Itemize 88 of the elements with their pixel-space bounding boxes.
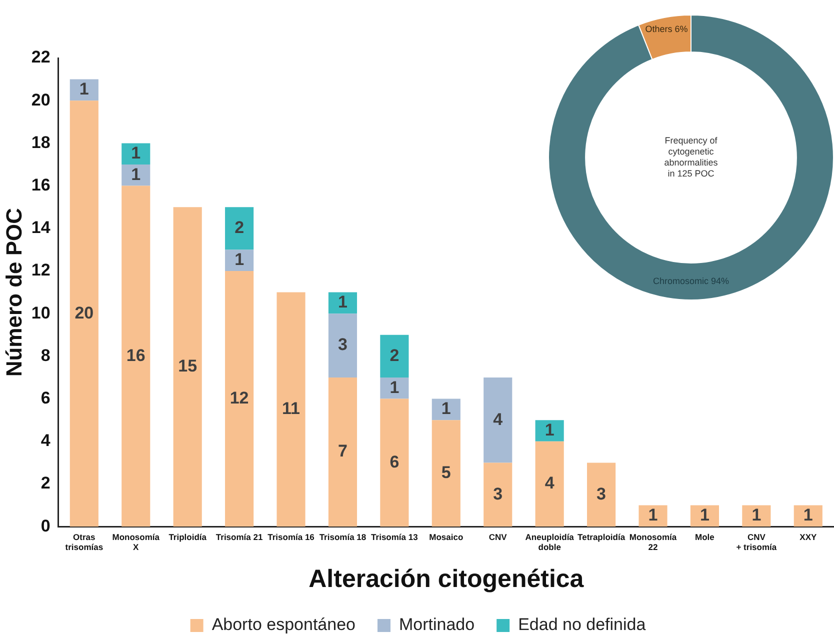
- x-tick-label: CNV: [488, 532, 508, 542]
- data-label: 1: [131, 144, 141, 163]
- data-label: 3: [596, 484, 606, 504]
- y-tick-label: 20: [31, 90, 50, 110]
- bar: [380, 398, 409, 527]
- y-tick-label: 0: [40, 516, 50, 536]
- legend-label: Edad no definida: [518, 615, 646, 634]
- x-axis-title: Alteración citogenética: [308, 564, 585, 593]
- data-label: 1: [544, 420, 554, 440]
- x-tick-label: Monosomía 22: [629, 532, 677, 552]
- x-tick-label: Otras trisomías: [65, 532, 104, 552]
- bar: [225, 207, 254, 250]
- y-axis-title: Número de POC: [1, 208, 26, 377]
- data-label: 1: [390, 378, 400, 397]
- data-label: 5: [441, 463, 451, 482]
- y-tick-label: 4: [40, 431, 51, 450]
- bar: [484, 378, 512, 463]
- bar: [328, 314, 358, 378]
- bar: [328, 378, 358, 527]
- x-tick-label: Triploidía: [168, 532, 207, 542]
- y-tick-label: 10: [31, 303, 50, 322]
- bar: [70, 79, 98, 101]
- bar: [432, 420, 460, 527]
- x-tick-label: Trisomía 21: [216, 532, 263, 542]
- y-tick-label: 12: [31, 260, 50, 280]
- data-label: 2: [234, 218, 244, 238]
- data-label: 4: [493, 410, 504, 429]
- data-label: 1: [234, 250, 244, 270]
- x-tick-label: CNV + trisomía: [736, 532, 777, 552]
- text: Frequency of cytogenetic abnormalities in 125 POC: [664, 135, 718, 178]
- x-tick-label: Trisomía 16: [268, 532, 315, 542]
- x-tick-label: Monosomía X: [112, 532, 160, 552]
- data-label: 1: [441, 399, 451, 418]
- data-label: 6: [390, 452, 400, 472]
- bar: [690, 505, 720, 527]
- data-label: 3: [338, 335, 348, 354]
- bar: [380, 334, 409, 378]
- x-tick-label: Tetraploidía: [578, 532, 626, 542]
- bar: [122, 164, 150, 186]
- bar: [70, 100, 98, 527]
- bar: [638, 505, 668, 527]
- bar: [276, 292, 306, 527]
- bar: [225, 271, 254, 527]
- data-label: 12: [230, 388, 249, 408]
- bar: [122, 143, 150, 164]
- data-label: 11: [282, 399, 300, 418]
- bar: [328, 292, 358, 314]
- data-label: 1: [131, 164, 141, 184]
- data-label: 2: [390, 346, 400, 365]
- bar: [173, 207, 202, 527]
- data-label: 1: [700, 506, 710, 525]
- data-label: 1: [648, 506, 658, 525]
- y-tick-label: 22: [31, 48, 50, 67]
- y-tick-label: 14: [31, 218, 51, 238]
- slice-label: Others 6%: [645, 24, 688, 34]
- data-label: 7: [338, 442, 348, 461]
- y-tick-label: 16: [31, 175, 50, 194]
- data-label: 1: [338, 292, 348, 312]
- bar: [380, 378, 409, 399]
- x-tick-label: Mosaico: [429, 532, 464, 542]
- data-label: 1: [803, 506, 813, 525]
- y-tick-label: 18: [31, 132, 50, 152]
- x-tick-label: XXY: [800, 532, 817, 542]
- x-tick-label: Trisomía 18: [319, 532, 366, 542]
- x-tick-label: Mole: [695, 532, 715, 542]
- y-tick-label: 8: [40, 346, 50, 365]
- data-label: 16: [126, 346, 146, 365]
- bar: [122, 186, 150, 527]
- bar: [535, 420, 564, 442]
- legend-label: Aborto espontáneo: [212, 615, 356, 634]
- bar: [432, 398, 460, 420]
- bar: [484, 462, 512, 527]
- y-tick-label: 2: [40, 474, 50, 493]
- data-label: 1: [79, 80, 89, 99]
- bar: [535, 441, 564, 527]
- data-label: 3: [493, 484, 503, 504]
- data-label: 15: [178, 356, 198, 376]
- slice-label: Chromosomic 94%: [652, 276, 730, 286]
- bar: [794, 505, 822, 527]
- y-tick-label: 6: [40, 388, 50, 408]
- x-tick-label: Trisomía 13: [371, 532, 418, 542]
- data-label: 1: [752, 506, 762, 525]
- legend-label: Mortinado: [398, 615, 475, 634]
- bar: [587, 462, 616, 527]
- bar: [225, 250, 254, 271]
- x-tick-label: Aneuploidía doble: [525, 532, 574, 552]
- data-label: 4: [544, 474, 555, 493]
- data-label: 20: [74, 303, 94, 322]
